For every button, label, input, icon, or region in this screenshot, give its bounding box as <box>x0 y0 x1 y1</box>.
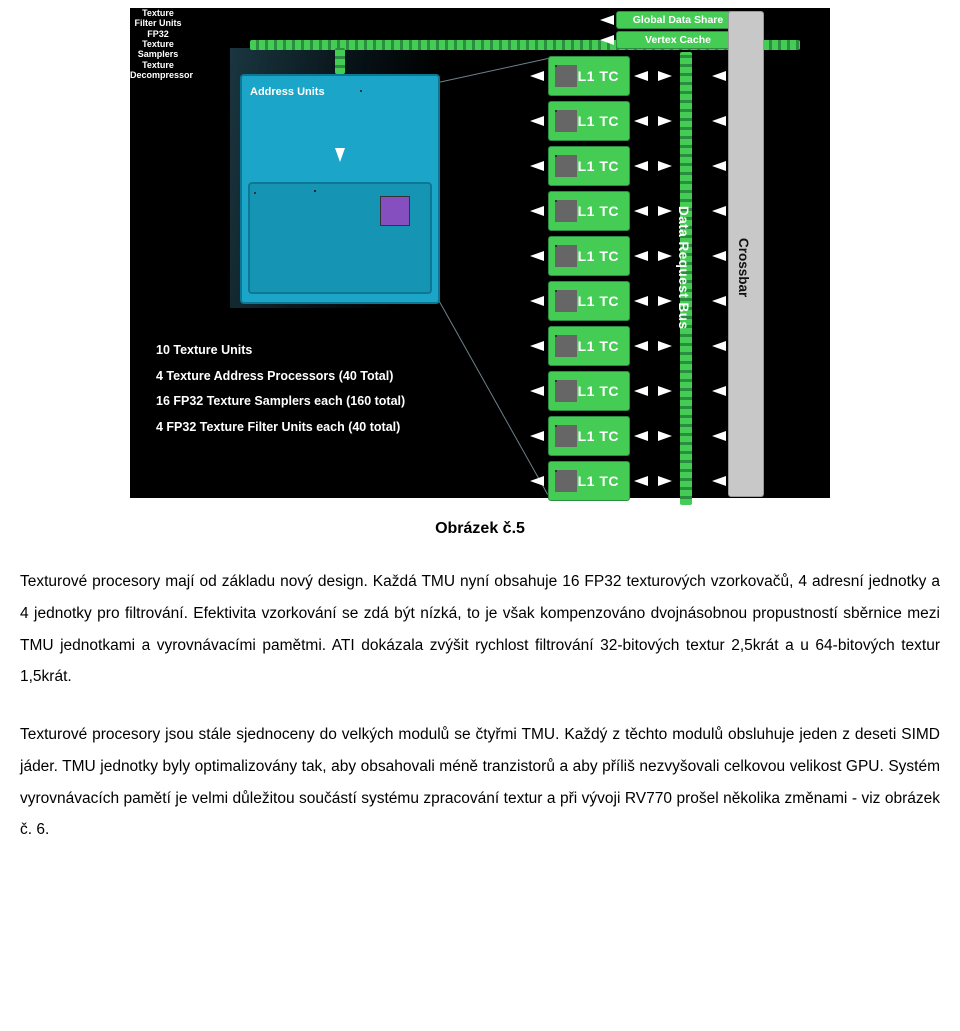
arrow-icon <box>712 296 726 306</box>
vertex-cache-box: Vertex Cache <box>616 31 740 49</box>
l1-tile-icon <box>555 155 577 177</box>
spec-line: 4 FP32 Texture Filter Units each (40 tot… <box>156 415 486 441</box>
arrow-icon <box>712 116 726 126</box>
l1-tc-label: L1 TC <box>578 68 619 84</box>
l1-tc-box: L1 TC <box>548 461 630 501</box>
global-data-share-box: Global Data Share <box>616 11 740 29</box>
l1-tc-label: L1 TC <box>578 158 619 174</box>
arrow-icon <box>712 476 726 486</box>
arrow-icon <box>634 476 648 486</box>
arrow-icon <box>712 386 726 396</box>
arrow-icon <box>634 161 648 171</box>
l1-tc-label: L1 TC <box>578 203 619 219</box>
l1-tc-box: L1 TC <box>548 371 630 411</box>
l1-tc-box: L1 TC <box>548 416 630 456</box>
arrow-icon <box>634 116 648 126</box>
spec-line: 4 Texture Address Processors (40 Total) <box>156 364 486 390</box>
arrow-icon <box>634 206 648 216</box>
arrow-down-icon <box>335 148 345 162</box>
address-units-label: Address Units <box>250 86 330 98</box>
crossbar-label: Crossbar <box>736 208 751 328</box>
l1-tc-label: L1 TC <box>578 428 619 444</box>
arrow-icon <box>658 296 672 306</box>
page: Global Data Share Vertex Cache L1 TC L1 TC L… <box>0 0 960 912</box>
arrow-icon <box>712 341 726 351</box>
arrow-icon <box>634 251 648 261</box>
texture-filter-tiles-icon <box>254 192 294 232</box>
spec-list: 10 Texture Units4 Texture Address Proces… <box>156 338 486 441</box>
l1-tc-label: L1 TC <box>578 383 619 399</box>
panel-connector <box>335 48 345 74</box>
arrow-icon <box>600 35 614 45</box>
l1-tile-icon <box>555 110 577 132</box>
l1-tc-box: L1 TC <box>548 56 630 96</box>
arrow-icon <box>712 161 726 171</box>
l1-tc-label: L1 TC <box>578 338 619 354</box>
arrow-icon <box>658 476 672 486</box>
address-pink-tiles-icon <box>360 90 404 134</box>
arrow-icon <box>530 206 544 216</box>
l1-tile-icon <box>555 290 577 312</box>
figure-caption: Obrázek č.5 <box>20 520 940 538</box>
l1-tc-box: L1 TC <box>548 146 630 186</box>
gpu-block-diagram: Global Data Share Vertex Cache L1 TC L1 TC L… <box>130 8 830 498</box>
arrow-icon <box>530 341 544 351</box>
arrow-icon <box>634 386 648 396</box>
arrow-icon <box>658 116 672 126</box>
arrow-icon <box>530 116 544 126</box>
l1-tc-box: L1 TC <box>548 281 630 321</box>
l1-tc-box: L1 TC <box>548 191 630 231</box>
arrow-icon <box>634 296 648 306</box>
arrow-icon <box>712 71 726 81</box>
l1-tile-icon <box>555 380 577 402</box>
arrow-icon <box>530 476 544 486</box>
arrow-icon <box>712 431 726 441</box>
arrow-icon <box>530 296 544 306</box>
sub-block-label: FP32 Texture Samplers <box>130 29 186 60</box>
l1-tile-icon <box>555 245 577 267</box>
l1-tc-box: L1 TC <box>548 326 630 366</box>
sub-block-label: Texture Decompressor <box>130 60 186 81</box>
sampler-tiles-icon <box>314 190 358 234</box>
l1-tile-icon <box>555 200 577 222</box>
arrow-icon <box>712 251 726 261</box>
arrow-icon <box>530 251 544 261</box>
arrow-icon <box>600 15 614 25</box>
body-paragraph: Texturové procesory jsou stále sjednocen… <box>20 719 940 846</box>
l1-tc-box: L1 TC <box>548 101 630 141</box>
arrow-icon <box>530 71 544 81</box>
l1-tc-label: L1 TC <box>578 248 619 264</box>
arrow-icon <box>530 386 544 396</box>
l1-tc-box: L1 TC <box>548 236 630 276</box>
arrow-icon <box>634 71 648 81</box>
arrow-icon <box>658 206 672 216</box>
arrow-icon <box>530 161 544 171</box>
l1-tile-icon <box>555 65 577 87</box>
l1-tile-icon <box>555 335 577 357</box>
arrow-icon <box>634 431 648 441</box>
figure-wrap: Global Data Share Vertex Cache L1 TC L1 TC L… <box>20 0 940 498</box>
arrow-icon <box>658 386 672 396</box>
decompressor-tile-icon <box>380 196 410 226</box>
l1-tc-label: L1 TC <box>578 473 619 489</box>
arrow-icon <box>658 161 672 171</box>
l1-tile-icon <box>555 425 577 447</box>
arrow-icon <box>712 206 726 216</box>
arrow-icon <box>634 341 648 351</box>
arrow-icon <box>530 431 544 441</box>
arrow-icon <box>658 71 672 81</box>
arrow-icon <box>658 431 672 441</box>
arrow-icon <box>658 341 672 351</box>
sub-block-label: Texture Filter Units <box>130 8 186 29</box>
arrow-icon <box>658 251 672 261</box>
data-request-bus-label: Data Request Bus <box>676 183 691 353</box>
l1-tc-label: L1 TC <box>578 293 619 309</box>
l1-tc-label: L1 TC <box>578 113 619 129</box>
spec-line: 10 Texture Units <box>156 338 486 364</box>
body-paragraph: Texturové procesory mají od základu nový… <box>20 566 940 693</box>
spec-line: 16 FP32 Texture Samplers each (160 total… <box>156 389 486 415</box>
l1-tile-icon <box>555 470 577 492</box>
